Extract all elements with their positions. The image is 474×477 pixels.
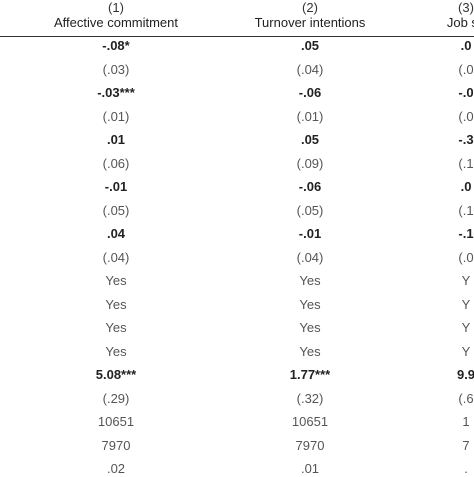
column-header-1: Affective commitment bbox=[53, 15, 179, 30]
table-cell: 7970 bbox=[101, 437, 131, 453]
table-cell: Y bbox=[461, 273, 471, 288]
table-cell: (.05) bbox=[102, 202, 130, 218]
table-cell: -.0 bbox=[458, 85, 474, 100]
table-cell: -.03*** bbox=[97, 85, 135, 100]
table-cell: -.08* bbox=[102, 38, 130, 53]
table-cell: Yes bbox=[105, 320, 127, 335]
table-cell: Y bbox=[461, 296, 471, 312]
column-number-1: (1) bbox=[108, 0, 124, 15]
table-cell: Yes bbox=[105, 273, 127, 288]
table-cell: .01 bbox=[300, 461, 320, 476]
table-cell: .05 bbox=[300, 132, 320, 147]
column-header-2: Turnover intentions bbox=[254, 15, 366, 30]
table-cell: 10651 bbox=[291, 414, 329, 429]
table-cell: 1 bbox=[462, 414, 470, 429]
table-cell: 5.08*** bbox=[95, 367, 137, 382]
table-cell: (.09) bbox=[296, 155, 324, 171]
table-cell: -.06 bbox=[298, 179, 322, 194]
table-cell: (.1 bbox=[458, 155, 474, 171]
table-cell: Yes bbox=[299, 343, 321, 359]
table-cell: (.0 bbox=[458, 249, 474, 265]
table-cell: (.6 bbox=[458, 390, 474, 406]
table-cell: (.05) bbox=[296, 202, 324, 218]
column-number-2: (2) bbox=[302, 0, 318, 15]
table-cell: .05 bbox=[300, 38, 320, 53]
table-cell: (.04) bbox=[296, 61, 324, 77]
table-cell: -.3 bbox=[458, 132, 474, 147]
table-cell: .02 bbox=[106, 461, 126, 476]
table-cell: (.06) bbox=[102, 155, 130, 171]
table-cell: (.04) bbox=[296, 249, 324, 265]
table-cell: .04 bbox=[106, 226, 126, 241]
table-cell: Yes bbox=[299, 296, 321, 312]
column-number-3: (3) bbox=[458, 0, 474, 15]
table-cell: Y bbox=[461, 320, 471, 335]
table-cell: (.01) bbox=[102, 108, 130, 124]
table-cell: 10651 bbox=[97, 414, 135, 429]
table-cell: 7 bbox=[462, 437, 470, 453]
table-cell: 9.9 bbox=[456, 367, 474, 382]
table-cell: (.32) bbox=[296, 390, 324, 406]
table-cell: (.03) bbox=[102, 61, 130, 77]
table-cell: Yes bbox=[299, 273, 321, 288]
table-cell: (.04) bbox=[102, 249, 130, 265]
table-cell: Yes bbox=[105, 296, 127, 312]
table-cell: -.06 bbox=[298, 85, 322, 100]
table-cell: -.01 bbox=[298, 226, 322, 241]
table-cell: Yes bbox=[299, 320, 321, 335]
header-rule bbox=[0, 36, 474, 37]
table-cell: 7970 bbox=[295, 437, 325, 453]
table-cell: .01 bbox=[106, 132, 126, 147]
column-header-3: Job sa bbox=[446, 15, 474, 30]
table-cell: (.29) bbox=[102, 390, 130, 406]
table-cell: . bbox=[464, 461, 468, 476]
table-cell: .0 bbox=[460, 38, 472, 53]
table-cell: (.0 bbox=[458, 61, 474, 77]
table-cell: -.1 bbox=[458, 226, 474, 241]
table-cell: (.0 bbox=[458, 108, 474, 124]
table-cell: (.1 bbox=[458, 202, 474, 218]
table-cell: Yes bbox=[105, 343, 127, 359]
table-cell: Y bbox=[461, 343, 471, 359]
table-cell: .0 bbox=[460, 179, 472, 194]
table-cell: -.01 bbox=[104, 179, 128, 194]
table-cell: (.01) bbox=[296, 108, 324, 124]
table-cell: 1.77*** bbox=[289, 367, 331, 382]
